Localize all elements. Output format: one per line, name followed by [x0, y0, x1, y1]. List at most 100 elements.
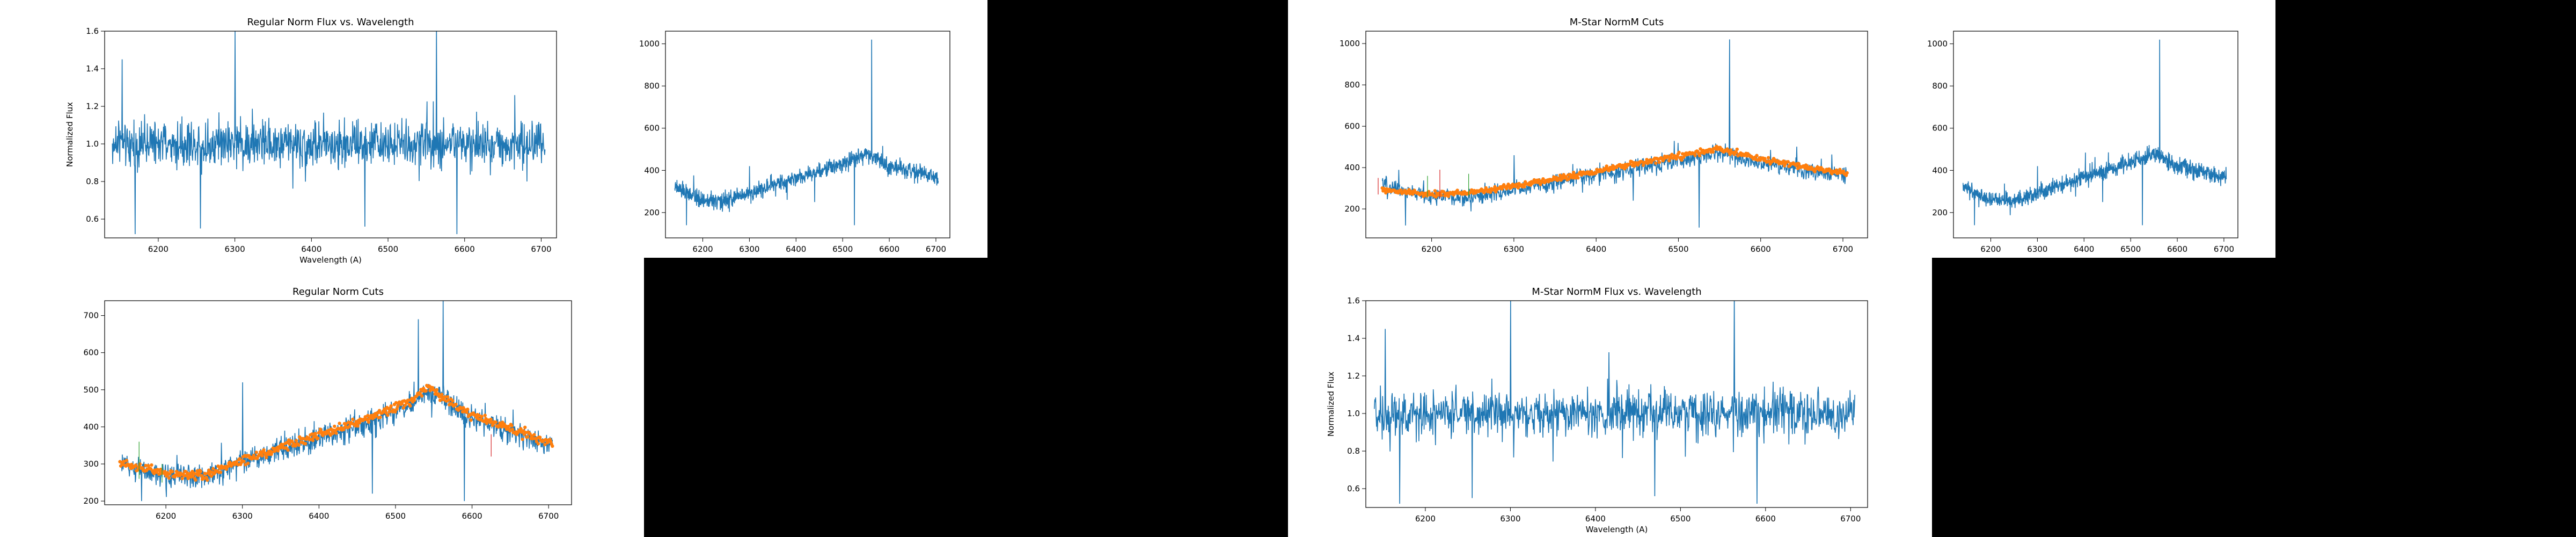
cut-point — [252, 453, 256, 458]
cut-point — [144, 463, 148, 468]
y-tick-label: 1.2 — [1347, 371, 1360, 381]
x-tick-label: 6600 — [879, 244, 899, 254]
x-tick-label: 6600 — [1755, 514, 1776, 524]
cut-point — [294, 439, 298, 442]
cut-point — [1407, 188, 1411, 192]
y-axis-label: Normalized Flux — [1326, 372, 1336, 437]
cut-point — [185, 474, 188, 478]
cut-point — [206, 478, 209, 482]
y-tick-label: 400 — [644, 165, 660, 175]
x-tick-label: 6700 — [926, 244, 946, 254]
x-tick-label: 6600 — [455, 244, 475, 254]
cut-point — [1654, 161, 1658, 165]
x-tick-label: 6400 — [1586, 244, 1606, 254]
cut-point — [469, 418, 473, 422]
x-tick-label: 6500 — [1668, 244, 1688, 254]
black-panel-bottom-right — [1932, 258, 2576, 537]
cut-point — [168, 472, 172, 476]
cut-point — [1674, 157, 1678, 161]
cut-point — [1427, 190, 1431, 193]
chart-mstar-cuts: 6200 6300 6400 6500 6600 6700 200 400 600 800 1000… — [1340, 17, 1868, 254]
cut-point — [1693, 154, 1697, 157]
cut-point — [226, 465, 230, 468]
x-axis-label: Wavelength (A) — [1586, 525, 1648, 534]
x-tick-label: 6300 — [1504, 244, 1524, 254]
cut-point — [523, 425, 527, 429]
cut-point — [297, 443, 301, 447]
cut-point — [167, 476, 171, 480]
cut-point — [1607, 169, 1611, 172]
cut-point — [386, 413, 390, 417]
cut-point — [485, 421, 489, 425]
x-tick-label: 6700 — [1840, 514, 1861, 524]
cut-point — [1384, 191, 1388, 195]
y-tick-label: 200 — [1344, 204, 1360, 214]
cut-point — [438, 398, 442, 402]
cut-point — [180, 476, 184, 481]
cut-point — [521, 429, 525, 433]
axes-frame — [104, 300, 572, 505]
cut-point — [1715, 144, 1718, 148]
cut-point — [1813, 170, 1817, 173]
cut-point — [1680, 158, 1684, 162]
x-tick-label: 6400 — [2074, 244, 2094, 254]
cut-point — [356, 424, 360, 428]
cut-point — [321, 433, 325, 438]
cut-point — [1667, 159, 1671, 163]
cut-point — [224, 467, 229, 471]
chart-title: M-Star NormM Flux vs. Wavelength — [1532, 286, 1701, 297]
cut-point — [1489, 190, 1492, 194]
x-tick-label: 6500 — [378, 244, 398, 254]
x-tick-label: 6200 — [692, 244, 713, 254]
chart-title: Regular Norm Flux vs. Wavelength — [247, 17, 414, 28]
axes-frame — [665, 31, 950, 238]
x-tick-label: 6200 — [1980, 244, 2001, 254]
chart-regular-spectrum-small: 6200 6300 6400 6500 6600 6700 200 400 600 800 1000 — [639, 31, 950, 254]
cut-point — [451, 399, 455, 403]
cut-point — [482, 419, 486, 423]
cut-point — [134, 463, 138, 467]
cut-point — [1797, 162, 1801, 165]
plot-area — [1962, 39, 2227, 226]
cut-point — [1571, 176, 1575, 180]
cut-point — [519, 427, 523, 431]
y-tick-label: 500 — [83, 385, 99, 395]
y-tick-label: 0.6 — [1347, 484, 1360, 494]
x-tick-label: 6700 — [538, 511, 559, 521]
cut-point — [138, 462, 142, 466]
cut-point — [141, 466, 144, 470]
cut-point — [135, 468, 140, 472]
x-tick-label: 6600 — [2167, 244, 2187, 254]
y-tick-label: 0.6 — [86, 214, 99, 224]
cut-point — [494, 420, 498, 424]
black-panel-middle — [644, 258, 1288, 537]
cut-point — [395, 407, 399, 411]
cut-point — [532, 433, 536, 437]
cut-point — [436, 392, 441, 396]
cut-point — [420, 394, 424, 398]
x-tick-label: 6600 — [1751, 244, 1771, 254]
cut-point — [510, 424, 514, 427]
cut-point — [1571, 170, 1576, 175]
cut-point — [288, 442, 291, 446]
cut-point — [384, 411, 388, 415]
y-tick-label: 200 — [83, 496, 99, 506]
cut-point — [443, 395, 447, 399]
cut-point — [551, 444, 554, 448]
cut-point — [1786, 160, 1790, 164]
cut-point — [303, 442, 308, 446]
cut-point — [246, 461, 250, 465]
y-tick-label: 0.8 — [86, 177, 99, 186]
cut-point — [1399, 188, 1403, 192]
spectrum-line — [1381, 39, 1848, 228]
cut-point — [150, 463, 153, 467]
cut-point — [351, 417, 355, 421]
chart-mstar-flux: 6200 6300 6400 6500 6600 6700 0.6 0.8 1.0 1.2 1.4 1… — [1326, 286, 1868, 534]
cut-point — [313, 432, 317, 436]
axes-frame — [1953, 31, 2238, 238]
cut-point — [1677, 150, 1681, 154]
cut-point — [338, 422, 341, 425]
cut-point — [440, 393, 444, 396]
y-tick-label: 1.4 — [86, 64, 99, 74]
cut-point — [334, 431, 338, 435]
